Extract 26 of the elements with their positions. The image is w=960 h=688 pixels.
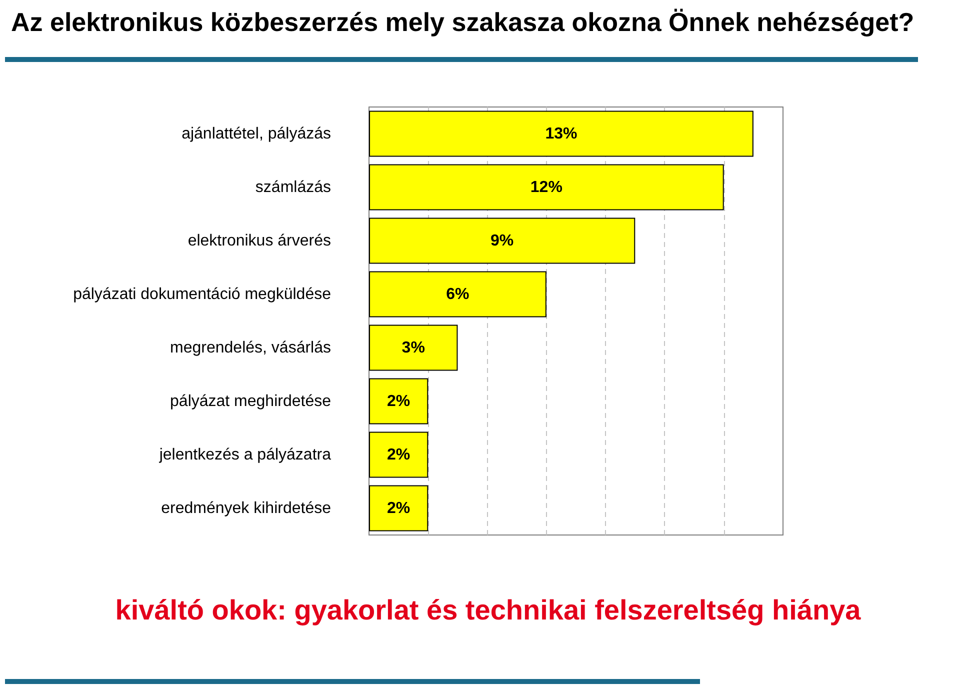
data-label: 6%	[446, 286, 470, 303]
bar	[369, 110, 754, 157]
bar	[369, 218, 636, 264]
bar	[369, 378, 428, 424]
bar	[369, 324, 458, 371]
y-tick-label: ajánlattétel, pályázás	[182, 125, 331, 142]
chart-title: Az elektronikus közbeszerzés mely szakasza okozna Önnek nehézséget?	[11, 7, 914, 37]
y-tick-label: pályázati dokumentáció megküldése	[73, 286, 332, 303]
bar	[369, 432, 428, 478]
bar	[369, 271, 546, 318]
y-tick-label: elektronikus árverés	[188, 232, 331, 250]
data-label: 9%	[490, 232, 514, 250]
bar	[369, 485, 428, 532]
data-label: 2%	[387, 446, 410, 464]
y-tick-label: eredmények kihirdetése	[161, 500, 332, 517]
data-label: 3%	[402, 339, 425, 356]
text: kiváltó okok: gyakorlat és technikai felszereltség hiánya	[115, 594, 862, 626]
data-label: 13%	[545, 125, 578, 142]
bar	[369, 164, 724, 210]
data-label: 2%	[387, 500, 410, 517]
y-tick-label: számlázás	[255, 178, 331, 196]
y-tick-label: pályázat meghirdetése	[170, 392, 332, 410]
data-label: 2%	[387, 392, 410, 410]
y-tick-label: jelentkezés a pályázatra	[158, 446, 332, 464]
data-label: 12%	[530, 178, 562, 196]
y-tick-label: megrendelés, vásárlás	[170, 339, 331, 356]
